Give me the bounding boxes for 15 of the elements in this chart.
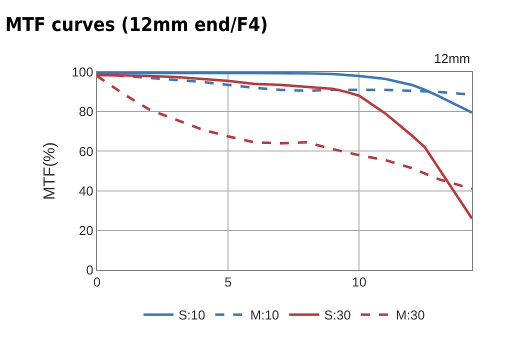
y-tick-label: 60 <box>78 144 94 159</box>
y-tick-label: 0 <box>86 262 94 278</box>
legend-label: S:30 <box>324 308 351 323</box>
legend-label: M:10 <box>250 308 280 323</box>
x-tick-label: 10 <box>352 274 366 290</box>
y-tick-label: 100 <box>72 64 94 80</box>
y-tick-label: 40 <box>78 183 94 198</box>
chart-title: MTF curves (12mm end/F4) <box>5 14 268 36</box>
text: 12mm <box>434 51 470 66</box>
legend-label: S:10 <box>178 308 206 323</box>
y-tick-label: 80 <box>78 104 94 120</box>
legend-label: M:30 <box>396 308 425 323</box>
y-axis-title: MTF(%) <box>42 142 59 200</box>
y-tick-label: 20 <box>78 222 94 238</box>
x-tick-label: 5 <box>224 274 232 290</box>
